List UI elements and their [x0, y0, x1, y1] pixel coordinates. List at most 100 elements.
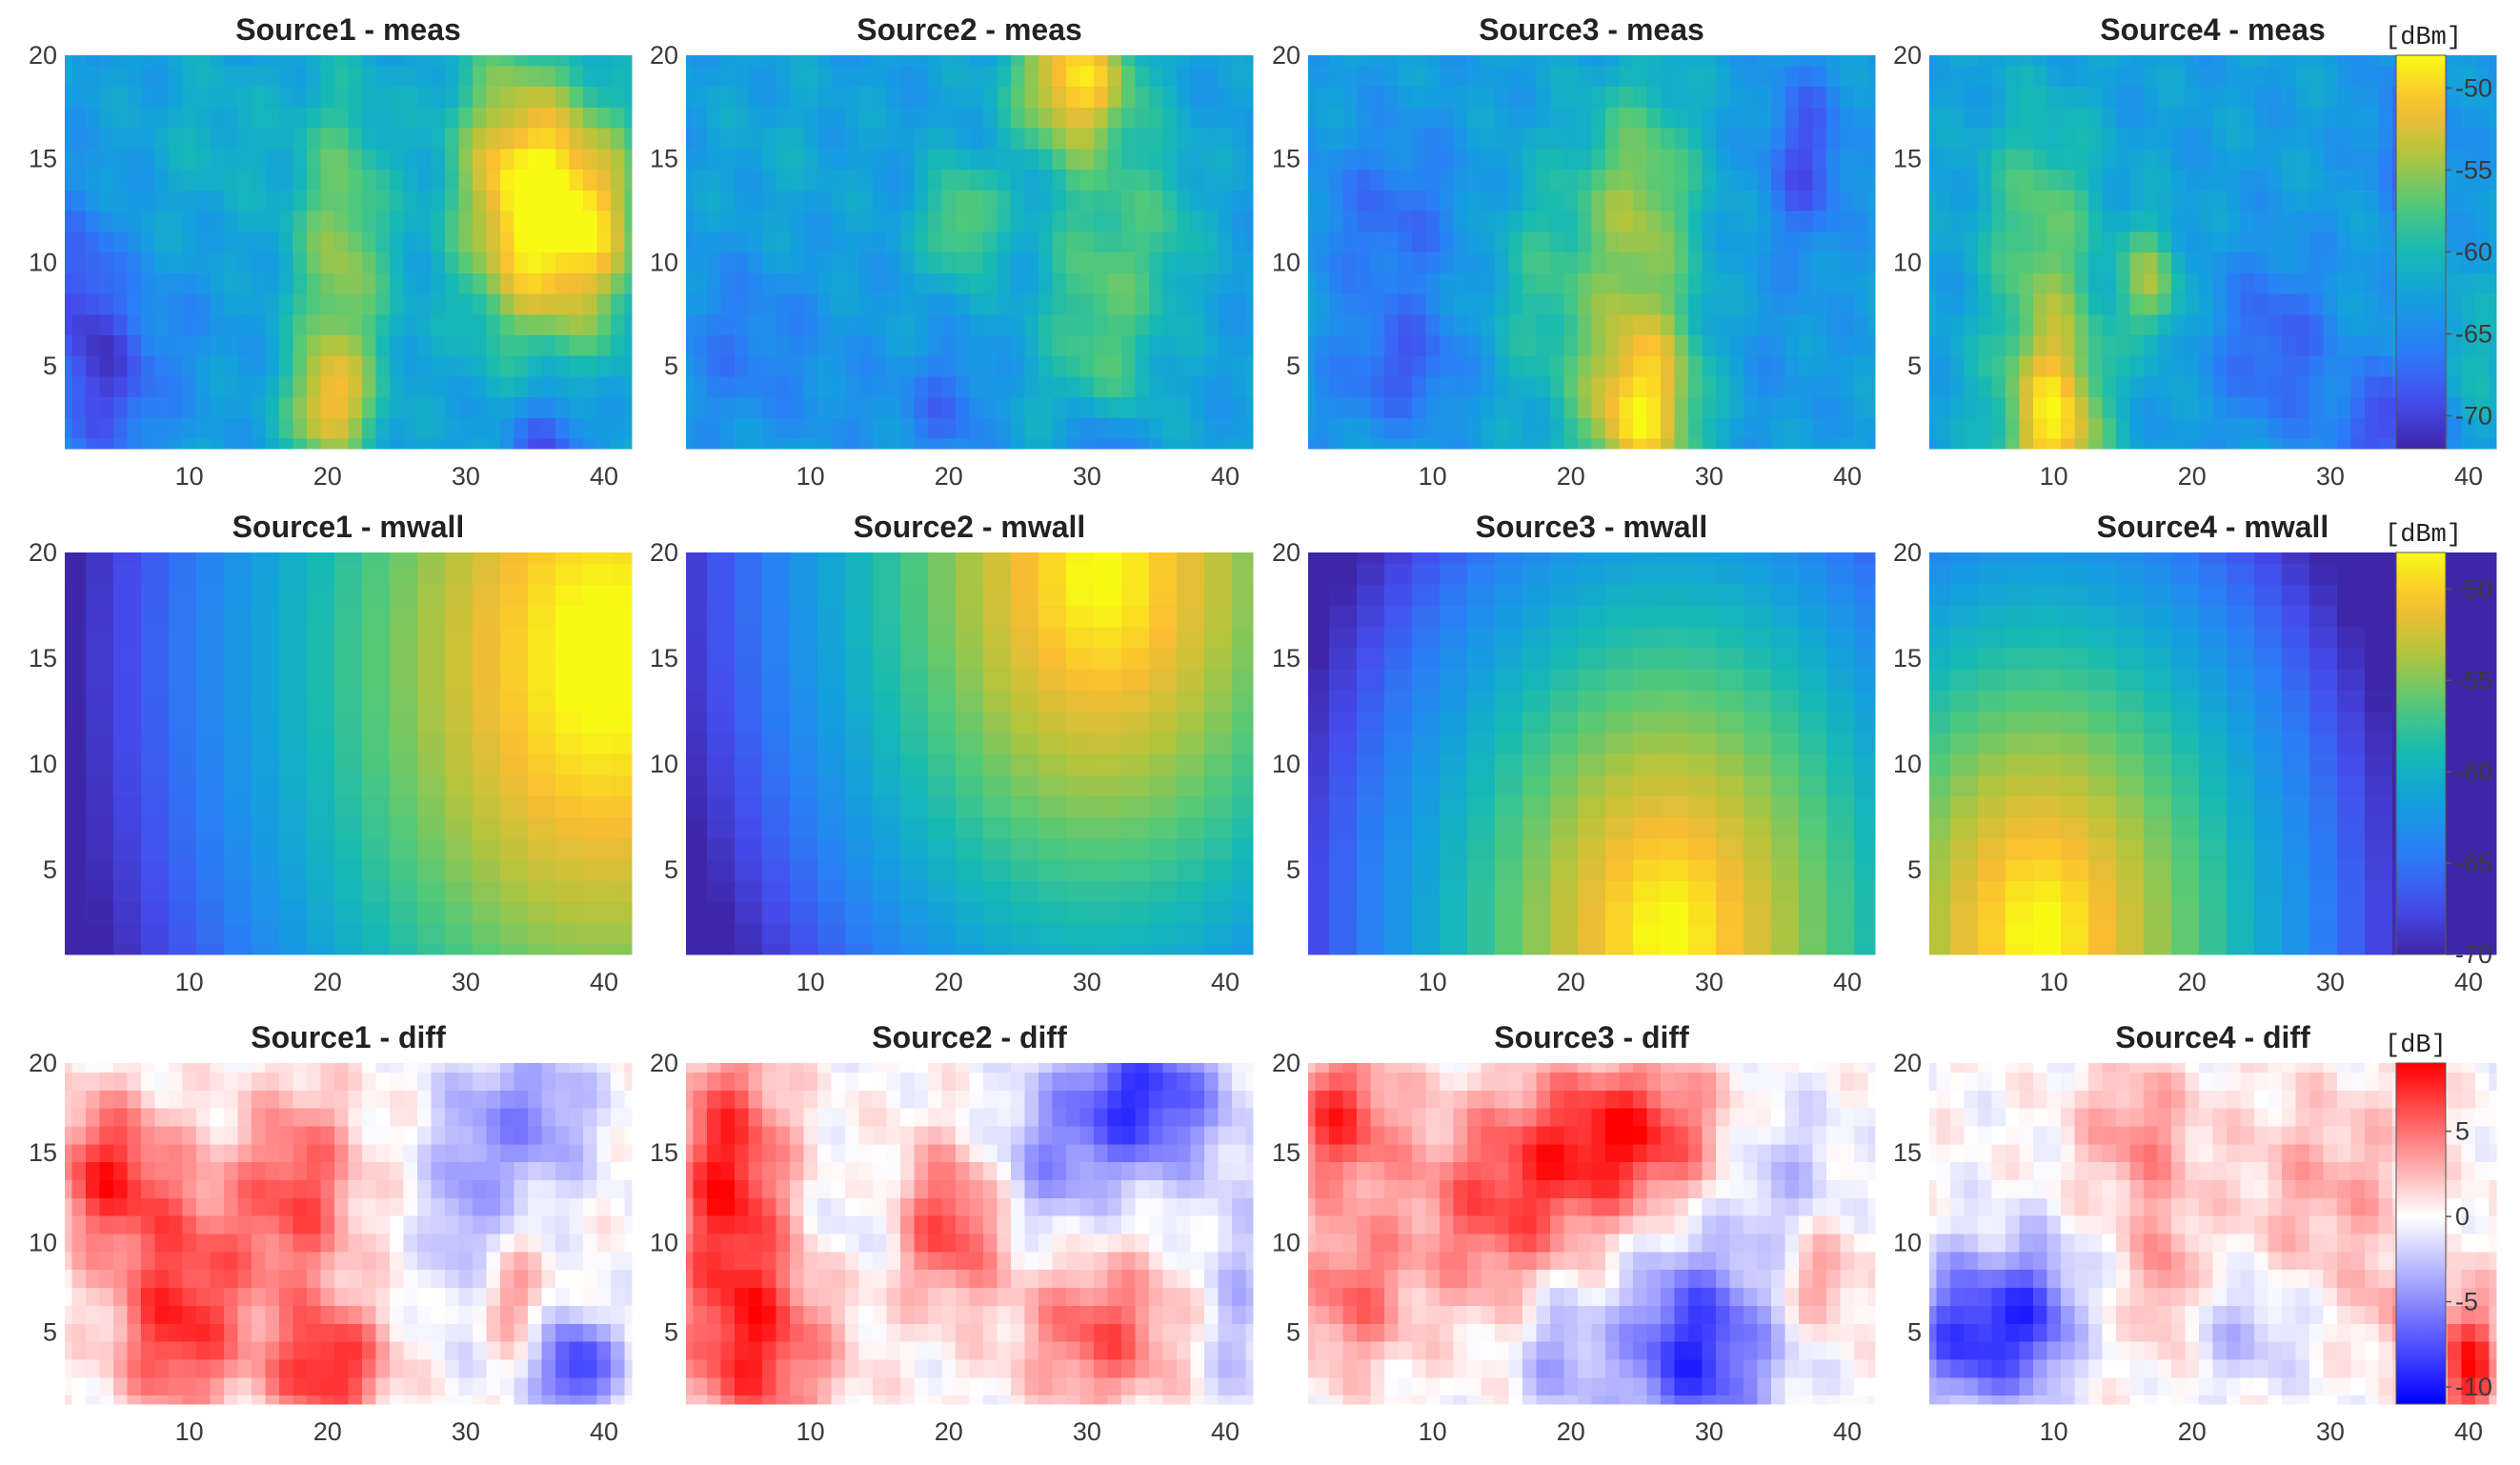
heat-cell [1591, 293, 1606, 315]
heat-cell [168, 86, 183, 108]
heat-cell [1784, 355, 1800, 377]
heat-cell [1646, 107, 1662, 129]
heat-cell [1481, 107, 1496, 129]
heat-cell [1177, 293, 1192, 315]
heat-cell [1633, 375, 1648, 398]
heat-cell [734, 816, 763, 839]
heat-cell [2448, 334, 2463, 356]
heat-cell [1204, 313, 1220, 335]
heat-cell [1308, 65, 1316, 88]
heat-cell [2143, 711, 2172, 733]
heat-cell [569, 313, 584, 335]
heat-cell [265, 438, 280, 450]
heat-cell [1328, 190, 1343, 211]
heat-cell [1439, 816, 1468, 839]
heat-cell [969, 293, 984, 315]
heat-cell [928, 563, 957, 585]
heat-cell [500, 552, 529, 564]
heat-cell [1854, 107, 1869, 129]
heat-cell [1826, 293, 1842, 315]
heat-cell [2365, 211, 2380, 232]
heat-cell [1038, 669, 1067, 691]
heat-cell [65, 669, 87, 691]
heat-cell [2032, 231, 2047, 253]
heat-cell [2295, 231, 2310, 253]
heat-cell [2115, 669, 2145, 691]
heat-cell [1328, 148, 1343, 171]
heat-cell [251, 65, 266, 88]
heat-cell [2005, 313, 2020, 335]
heat-cell [2060, 128, 2075, 150]
heat-cell [375, 211, 391, 232]
heat-cell [541, 438, 556, 450]
heat-cell [997, 417, 1012, 439]
heat-cell [1929, 711, 1951, 733]
heat-cell [1867, 417, 1876, 439]
heat-cell [2282, 901, 2310, 924]
heat-cell [1536, 86, 1551, 108]
heat-cell [1149, 272, 1164, 294]
heat-cell [2019, 334, 2034, 356]
heat-cell [555, 922, 584, 945]
heat-cell [761, 669, 791, 691]
heat-cell [1977, 417, 1992, 439]
heat-cell [2074, 65, 2089, 88]
heat-cell [1494, 669, 1523, 691]
heat-cell [1038, 251, 1054, 273]
heat-cell [1661, 563, 1689, 585]
heat-cell [417, 943, 446, 955]
heat-cell [1536, 293, 1551, 315]
heat-cell [2350, 211, 2366, 232]
heat-cell [1744, 837, 1772, 860]
heat-cell [223, 647, 252, 670]
heat-cell [223, 563, 252, 585]
heat-cell [251, 438, 266, 450]
heat-cell [1744, 605, 1772, 628]
heat-cell [734, 417, 749, 439]
heat-cell [112, 396, 128, 418]
heat-cell [1439, 251, 1454, 273]
heat-cell [1646, 190, 1662, 211]
heat-cell [596, 65, 612, 88]
heat-cell [1812, 190, 1827, 211]
heat-cell [417, 438, 433, 450]
heat-cell [969, 438, 984, 450]
heat-cell [583, 65, 598, 88]
heat-cell [693, 231, 708, 253]
heat-cell [555, 438, 571, 450]
heat-cell [1066, 605, 1095, 628]
heat-cell [500, 605, 529, 628]
heat-cell [1688, 231, 1704, 253]
heat-cell [1867, 251, 1876, 273]
heat-cell [872, 65, 887, 88]
heat-cell [1744, 107, 1759, 129]
heat-cell [1854, 605, 1876, 628]
heat-cell [1232, 626, 1254, 649]
heat-cell [1342, 211, 1358, 232]
y-tick-label: 20 [650, 538, 678, 567]
heat-cell [1135, 313, 1150, 335]
heat-cell [168, 859, 197, 881]
heat-cell [844, 584, 874, 607]
heat-cell [390, 605, 418, 628]
heat-cell [2046, 272, 2062, 294]
heat-cell [1757, 128, 1772, 150]
heat-cell [1066, 190, 1081, 211]
heat-cell [583, 837, 612, 860]
heat-cell [1964, 334, 1979, 356]
heat-cell [2282, 795, 2310, 818]
heat-cell [1121, 626, 1150, 649]
heat-cell [1936, 128, 1951, 150]
heat-cell [1177, 396, 1192, 418]
heat-cell [983, 313, 998, 335]
heat-cell [1439, 563, 1468, 585]
heat-cell [872, 711, 901, 733]
heat-cell [2087, 417, 2103, 439]
heat-cell [514, 148, 529, 171]
heat-cell [1149, 169, 1164, 191]
heat-cell [1079, 417, 1095, 439]
heat-cell [1232, 128, 1247, 150]
heat-cell [706, 605, 736, 628]
heat-cell [2185, 396, 2200, 418]
heat-cell [858, 169, 874, 191]
